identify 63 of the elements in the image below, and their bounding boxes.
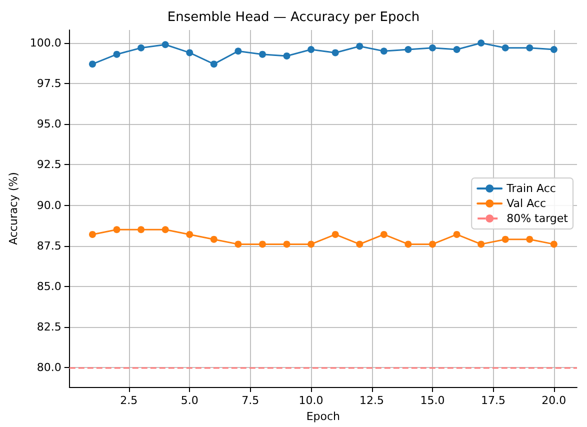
point: [526, 236, 534, 243]
y-tick-label: 97.5: [36, 77, 62, 90]
point: [283, 52, 290, 60]
legend-label: Train Acc: [506, 182, 556, 195]
point: [138, 226, 145, 234]
point: [550, 240, 558, 248]
point: [186, 230, 194, 238]
point: [550, 46, 558, 53]
point: [502, 236, 509, 243]
point: [478, 39, 485, 46]
point: [404, 240, 412, 248]
point: [258, 240, 266, 248]
point: [356, 240, 364, 248]
point: [404, 46, 412, 53]
y-tick-label: 87.5: [36, 239, 62, 252]
point: [138, 44, 145, 52]
point: [526, 44, 534, 52]
y-axis-title: Accuracy (%): [7, 172, 20, 245]
point: [332, 230, 339, 238]
point: [88, 230, 96, 238]
point: [478, 240, 485, 248]
x-tick-label: 5.0: [180, 394, 198, 407]
y-tick-label: 100.0: [30, 36, 62, 50]
point: [380, 230, 388, 238]
x-tick-label: 2.5: [120, 394, 138, 407]
legend-label: 80% target: [506, 212, 569, 225]
point: [453, 230, 460, 238]
point: [210, 236, 218, 243]
x-axis-title: Epoch: [306, 410, 340, 423]
y-tick-label: 85.0: [36, 280, 62, 293]
chart-title: Ensemble Head — Accuracy per Epoch: [167, 10, 420, 25]
point: [428, 44, 436, 52]
point: [113, 50, 120, 58]
point: [258, 50, 266, 58]
point: [186, 49, 194, 56]
point: [453, 46, 460, 53]
point: [162, 226, 169, 234]
legend-label: Val Acc: [506, 197, 546, 210]
point: [88, 60, 96, 68]
point: [502, 44, 509, 52]
y-tick-label: 80.0: [36, 361, 62, 374]
y-tick-label: 95.0: [36, 118, 62, 131]
point: [113, 226, 120, 234]
point: [332, 49, 339, 56]
x-tick-label: 15.0: [420, 394, 445, 407]
point: [283, 240, 290, 248]
x-tick-label: 10.0: [298, 394, 324, 407]
point: [356, 42, 364, 50]
point: [210, 60, 218, 68]
point: [308, 240, 315, 248]
x-tick-label: 7.5: [242, 394, 260, 407]
x-tick-label: 20.0: [542, 394, 566, 407]
y-tick-label: 92.5: [36, 158, 62, 172]
point: [234, 48, 242, 55]
y-tick-label: 90.0: [36, 198, 62, 212]
y-tick-label: 82.5: [36, 320, 62, 334]
point: [308, 46, 315, 53]
point: [234, 240, 242, 248]
x-tick-label: 12.5: [360, 394, 384, 407]
point: [428, 240, 436, 248]
x-tick-label: 17.5: [480, 394, 506, 407]
point: [162, 41, 169, 48]
point: [380, 48, 388, 55]
